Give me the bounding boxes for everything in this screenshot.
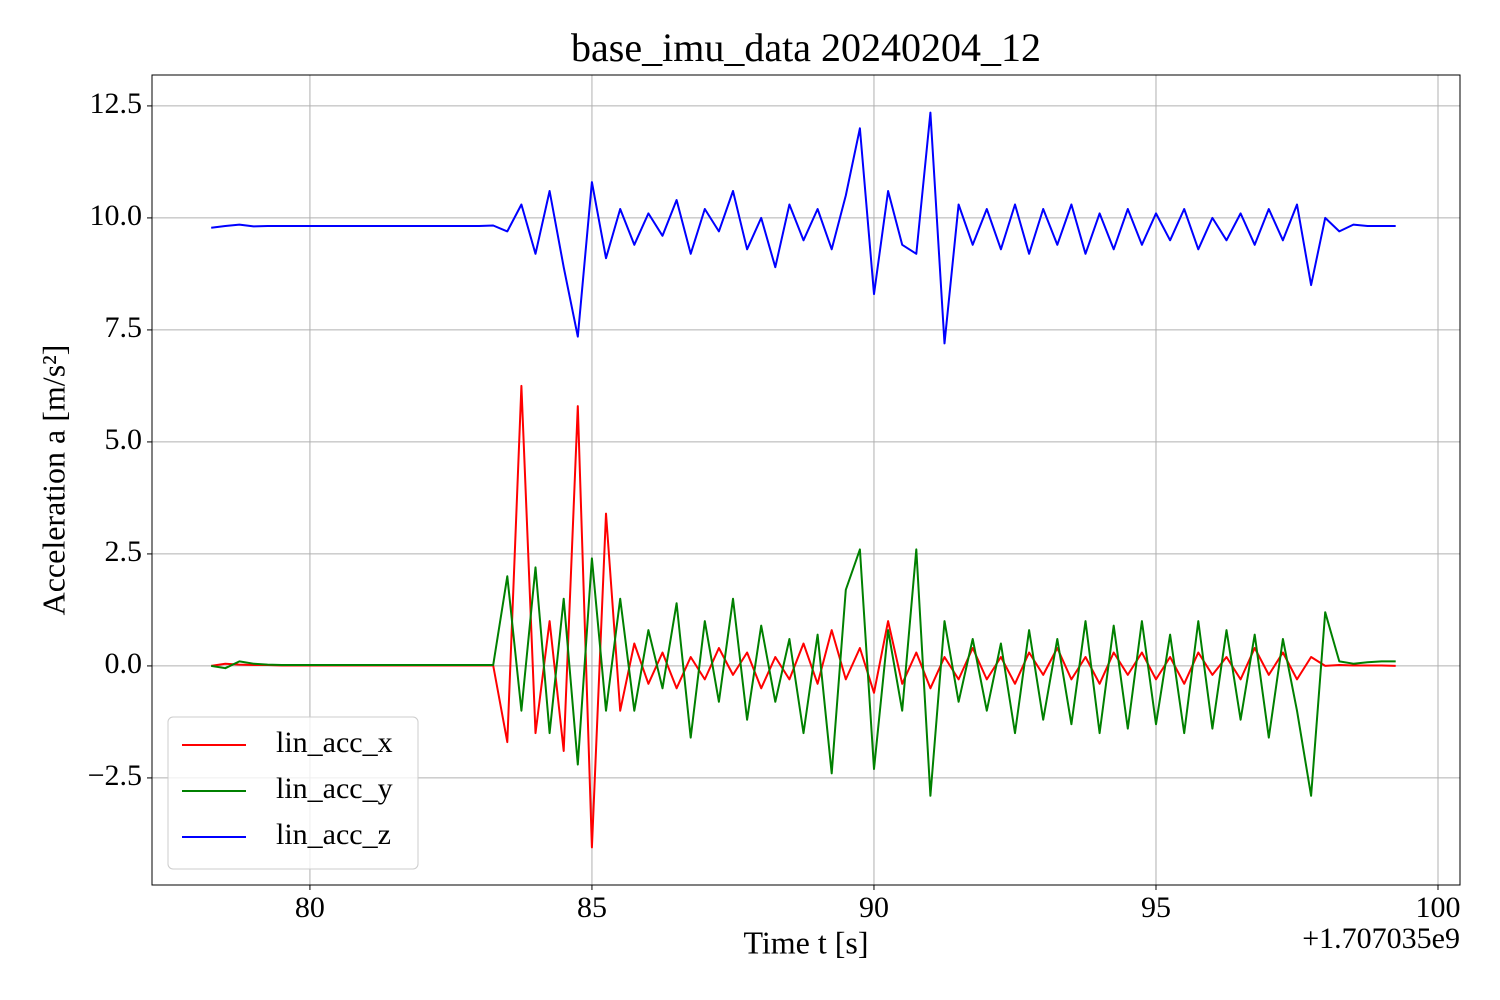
legend-label: lin_acc_z — [276, 818, 391, 851]
y-tick-label: 0.0 — [105, 647, 143, 680]
x-tick-label: 90 — [859, 891, 889, 924]
legend-label: lin_acc_y — [276, 772, 393, 805]
y-tick-label: −2.5 — [88, 759, 142, 792]
y-axis-label: Acceleration a [m/s²] — [35, 345, 71, 616]
y-tick-label: 10.0 — [90, 199, 143, 232]
y-tick-label: 5.0 — [105, 423, 143, 456]
y-tick-label: 12.5 — [90, 87, 143, 120]
legend: lin_acc_x lin_acc_y lin_acc_z — [167, 716, 419, 870]
x-tick-label: 100 — [1416, 891, 1461, 924]
data-line — [211, 111, 1396, 345]
data-line — [211, 548, 1396, 797]
chart-title: base_imu_data 20240204_12 — [571, 25, 1041, 70]
y-tick-label: 7.5 — [105, 311, 143, 344]
x-tick-label: 95 — [1141, 891, 1171, 924]
legend-label: lin_acc_x — [276, 726, 393, 759]
x-tick-label: 80 — [295, 891, 325, 924]
y-tick-label: 2.5 — [105, 535, 143, 568]
x-tick-label: 85 — [577, 891, 607, 924]
legend-box — [167, 716, 419, 870]
x-offset-label: +1.707035e9 — [1302, 922, 1460, 955]
x-axis-label: Time t [s] — [743, 924, 868, 960]
plot-frame — [151, 74, 1461, 886]
